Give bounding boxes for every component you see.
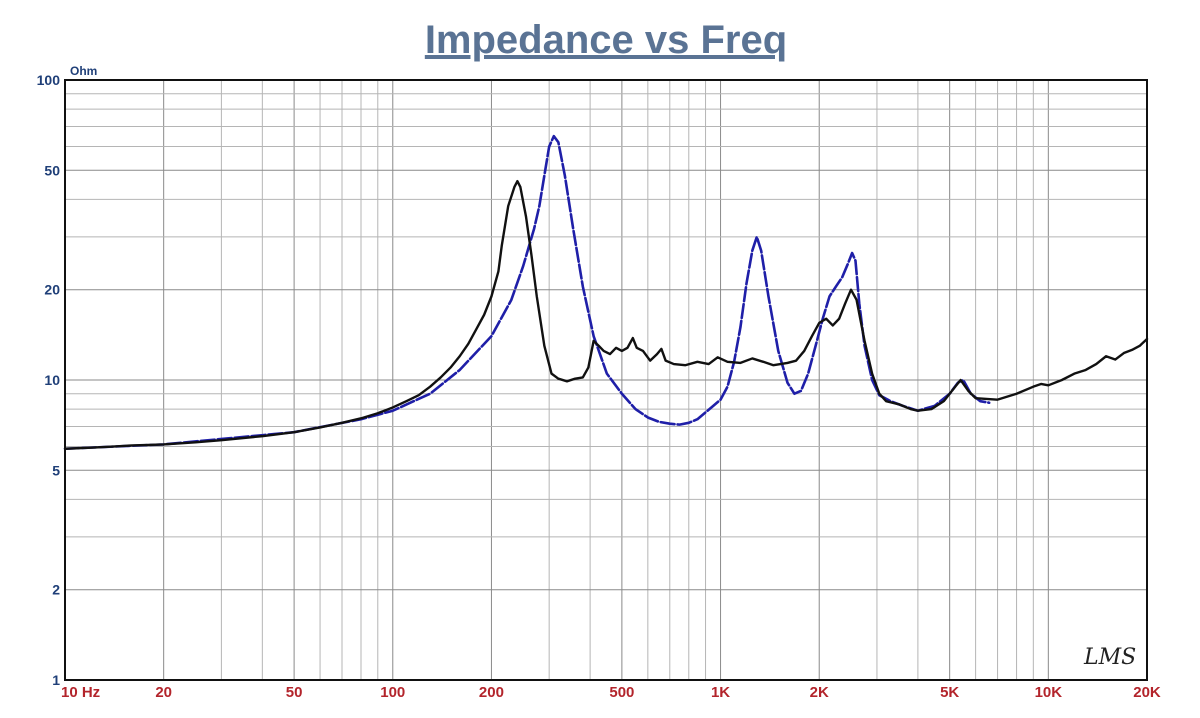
x-tick-label: 1K — [711, 684, 730, 701]
series-line-solid — [63, 179, 1149, 450]
x-tick-label: 20K — [1133, 684, 1161, 701]
x-tick-label: 5K — [940, 684, 959, 701]
y-tick-label: 50 — [44, 162, 60, 178]
x-tick-labels: 10 Hz 20 50 100 200 500 1K 2K 5K 10K 20K — [61, 684, 1161, 701]
x-tick-label: 100 — [380, 684, 405, 701]
x-tick-label: 10 Hz — [61, 684, 100, 701]
y-tick-labels: 1 2 5 10 20 50 100 — [37, 72, 61, 688]
y-tick-label: 100 — [37, 72, 61, 88]
y-tick-label: 2 — [52, 582, 60, 598]
x-tick-label: 50 — [286, 684, 303, 701]
y-tick-label: 5 — [52, 462, 60, 478]
y-axis-unit-label: Ohm — [70, 64, 97, 78]
x-tick-label: 10K — [1035, 684, 1063, 701]
x-tick-label: 200 — [479, 684, 504, 701]
series-layer — [63, 134, 1149, 451]
lms-logo: LMS — [1083, 645, 1136, 670]
x-tick-label: 2K — [810, 684, 829, 701]
grid — [65, 80, 1147, 680]
chart-title: Impedance vs Freq — [425, 18, 787, 62]
x-tick-label: 20 — [155, 684, 172, 701]
y-tick-label: 20 — [44, 282, 60, 298]
y-tick-label: 1 — [52, 672, 60, 688]
plot-frame — [64, 79, 1148, 681]
x-tick-label: 500 — [609, 684, 634, 701]
y-tick-label: 10 — [44, 372, 60, 388]
